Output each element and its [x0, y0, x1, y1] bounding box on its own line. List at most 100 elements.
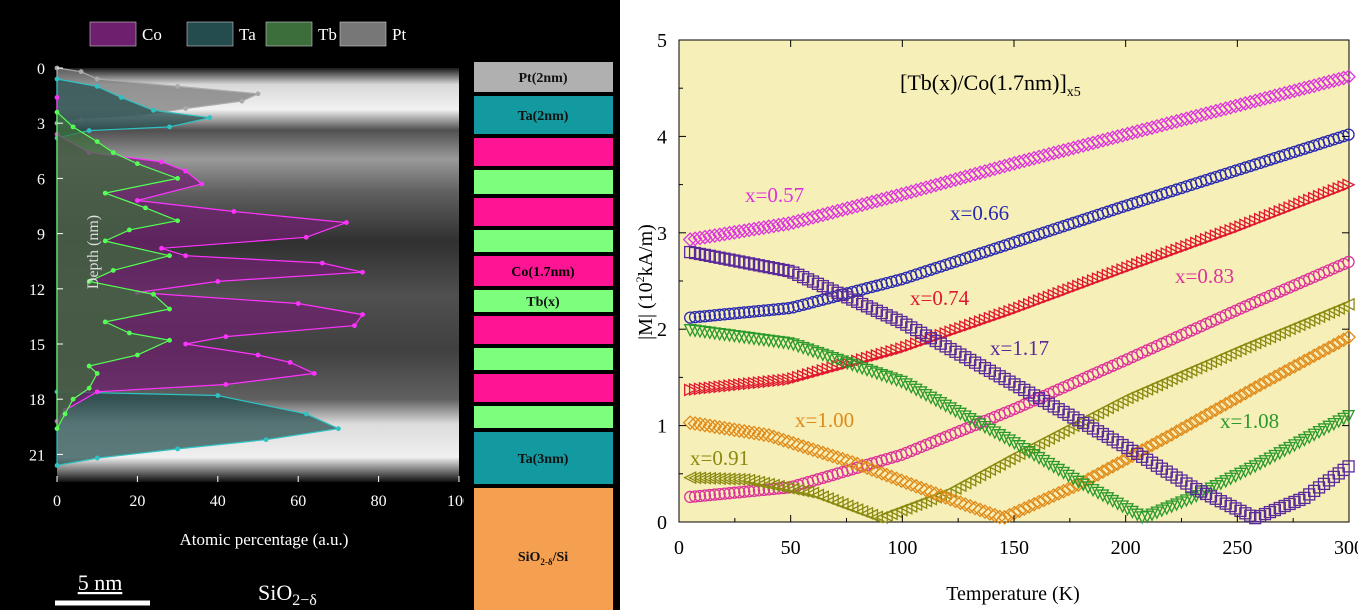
profile-point-co: [231, 209, 237, 214]
mt-x-tick-label: 200: [1111, 537, 1141, 559]
data-point: [835, 451, 850, 467]
data-point: [1218, 396, 1234, 412]
data-point: [1198, 407, 1214, 423]
data-point: [948, 404, 963, 419]
data-point: [693, 325, 707, 339]
profile-y-tick-label: 6: [37, 171, 45, 188]
profile-y-tick-label: 15: [29, 337, 45, 354]
data-point: [688, 324, 702, 338]
data-point: [703, 326, 717, 340]
data-point: [1051, 485, 1067, 501]
profile-point-co: [183, 253, 189, 259]
data-point: [801, 343, 815, 357]
substrate-label: SiO2−δ: [258, 580, 317, 609]
data-point: [1100, 461, 1116, 477]
stack-layer-label: Co(1.7nm): [511, 265, 575, 280]
data-point: [903, 476, 919, 492]
data-point: [1193, 410, 1209, 426]
stack-layer: [474, 256, 613, 286]
data-point: [742, 485, 756, 498]
stack-layer-label: Ta(3nm): [518, 452, 569, 467]
data-point: [1149, 435, 1165, 450]
data-point: [1096, 489, 1110, 503]
data-point: [688, 311, 702, 324]
mt-y-tick-label: 5: [657, 30, 667, 52]
data-point: [889, 471, 904, 487]
data-point: [993, 429, 1007, 443]
data-point: [727, 329, 741, 344]
legend-swatch-pt: [339, 21, 387, 47]
data-point: [728, 486, 741, 499]
data-point: [1292, 436, 1306, 450]
data-point: [913, 480, 929, 496]
data-point: [762, 303, 775, 317]
data-point: [968, 415, 982, 429]
data-point: [904, 380, 918, 395]
data-point: [703, 309, 716, 322]
legend-swatch-ta: [186, 21, 234, 47]
data-point: [747, 474, 761, 488]
data-point: [933, 488, 949, 503]
series-x=0.57: [682, 69, 1356, 247]
profile-point-co: [54, 95, 60, 100]
data-point: [772, 302, 785, 316]
profile-point-ta: [54, 463, 60, 468]
mt-y-label-sup: 2: [633, 276, 647, 282]
data-point: [767, 335, 781, 349]
data-point: [963, 412, 977, 427]
data-point: [1065, 479, 1081, 495]
data-point: [978, 421, 992, 435]
data-point: [1011, 503, 1027, 519]
data-point: [1316, 342, 1332, 358]
profile-point-ta: [86, 128, 92, 133]
data-point: [898, 475, 914, 490]
data-point: [790, 437, 806, 453]
mt-y-tick-label: 0: [657, 512, 667, 534]
data-point: [692, 416, 708, 432]
mt-x-tick-label: 50: [781, 537, 801, 559]
data-point: [1213, 399, 1229, 415]
data-point: [860, 363, 874, 377]
data-point: [1311, 345, 1327, 361]
data-point: [1342, 460, 1355, 473]
data-point: [810, 443, 826, 459]
data-point: [1223, 393, 1239, 409]
data-point: [733, 486, 746, 499]
profile-point-ta: [94, 84, 100, 89]
data-point: [1061, 469, 1076, 483]
profile-point-co: [360, 312, 365, 317]
profile-point-tb: [102, 190, 108, 196]
data-point: [1144, 437, 1160, 453]
data-point: [1111, 497, 1125, 511]
data-point: [1169, 424, 1185, 440]
data-point: [1036, 492, 1052, 508]
profile-point-ta: [303, 411, 309, 417]
series-x=1.17: [684, 245, 1355, 525]
mt-y-tick-label: 2: [657, 319, 667, 341]
profile-point-tb: [167, 306, 172, 312]
data-point: [713, 327, 727, 342]
data-point: [781, 434, 796, 450]
data-point: [864, 462, 880, 477]
profile-areas: [54, 65, 365, 468]
profile-point-ta: [336, 426, 341, 432]
data-point: [767, 303, 780, 316]
data-point: [1268, 449, 1282, 463]
scale-bar-label: 5 nm: [78, 570, 123, 595]
data-point: [722, 329, 737, 343]
data-point: [899, 378, 913, 392]
profile-y-label: Depth (nm): [85, 215, 102, 289]
data-point: [1282, 361, 1298, 377]
profile-y-tick-label: 12: [29, 282, 45, 299]
data-point: [1297, 433, 1311, 448]
data-point: [782, 302, 795, 315]
data-point: [761, 427, 777, 443]
data-point: [688, 490, 702, 503]
data-point: [875, 368, 889, 383]
data-point: [1331, 335, 1347, 350]
data-point: [944, 402, 958, 416]
data-point: [713, 308, 726, 321]
data-point: [1031, 494, 1047, 510]
data-point: [1095, 464, 1111, 480]
